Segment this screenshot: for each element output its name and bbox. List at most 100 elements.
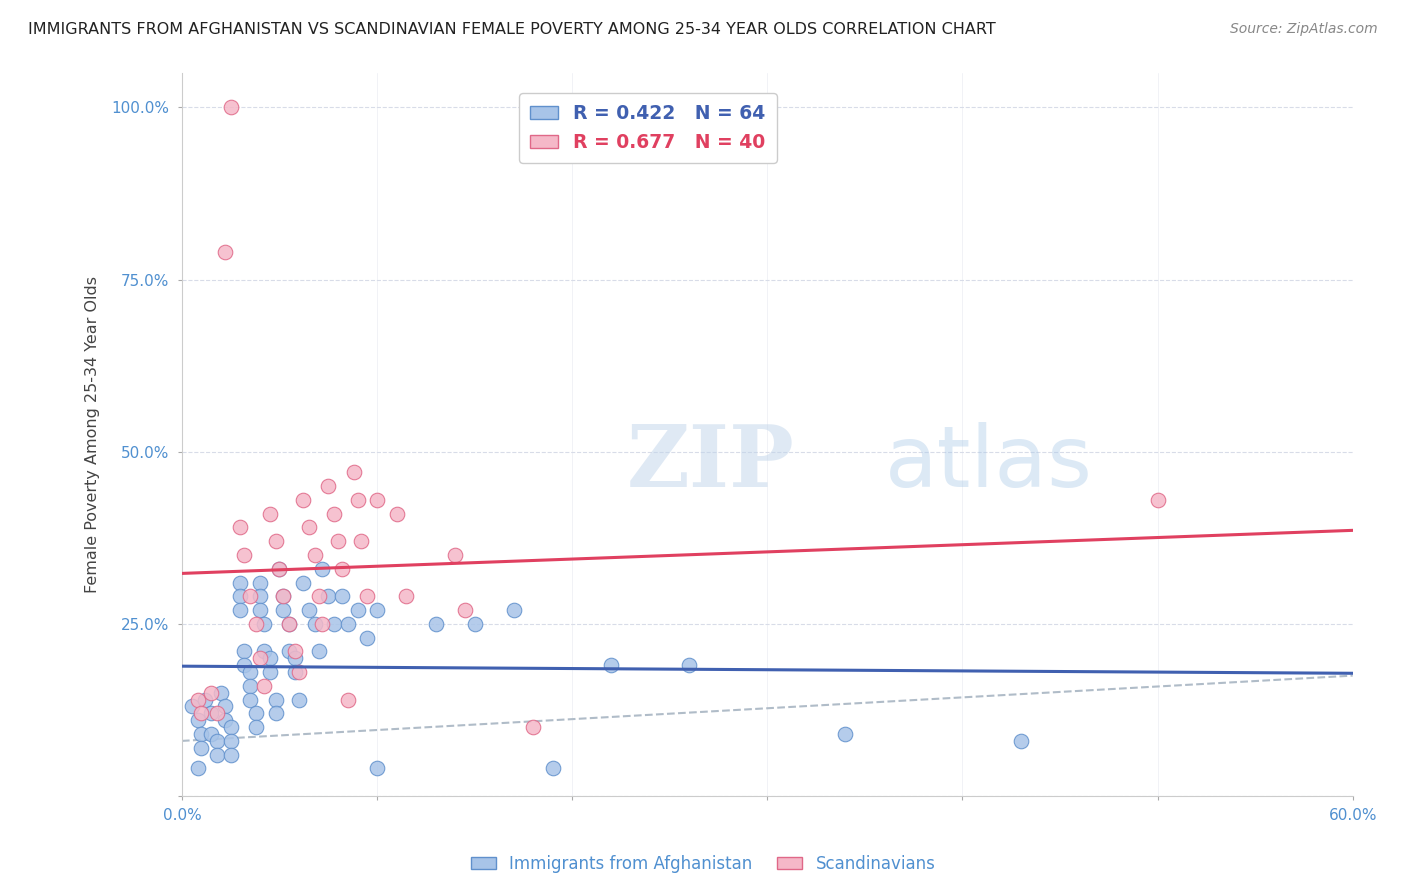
Point xyxy=(678,658,700,673)
Point xyxy=(259,665,281,679)
Point xyxy=(343,466,366,480)
Point xyxy=(304,616,326,631)
Point xyxy=(186,713,208,727)
Point xyxy=(249,651,271,665)
Point xyxy=(245,706,267,721)
Point xyxy=(346,603,368,617)
Point xyxy=(330,589,353,603)
Point xyxy=(834,727,856,741)
Point xyxy=(308,644,330,658)
Point xyxy=(366,761,388,775)
Point xyxy=(233,644,256,658)
Y-axis label: Female Poverty Among 25-34 Year Olds: Female Poverty Among 25-34 Year Olds xyxy=(86,276,100,593)
Point xyxy=(425,616,447,631)
Point xyxy=(269,562,291,576)
Legend: R = 0.422   N = 64, R = 0.677   N = 40: R = 0.422 N = 64, R = 0.677 N = 40 xyxy=(519,93,778,163)
Point xyxy=(288,665,311,679)
Point xyxy=(239,589,262,603)
Point xyxy=(190,706,212,721)
Point xyxy=(284,665,307,679)
Point xyxy=(219,100,242,114)
Point xyxy=(269,562,291,576)
Point xyxy=(219,720,242,734)
Point xyxy=(219,747,242,762)
Point xyxy=(214,245,236,260)
Point xyxy=(190,740,212,755)
Point xyxy=(291,492,314,507)
Point xyxy=(186,692,208,706)
Point xyxy=(239,679,262,693)
Point xyxy=(214,699,236,714)
Point xyxy=(323,616,346,631)
Point xyxy=(284,651,307,665)
Point xyxy=(298,603,321,617)
Text: IMMIGRANTS FROM AFGHANISTAN VS SCANDINAVIAN FEMALE POVERTY AMONG 25-34 YEAR OLDS: IMMIGRANTS FROM AFGHANISTAN VS SCANDINAV… xyxy=(28,22,995,37)
Text: Source: ZipAtlas.com: Source: ZipAtlas.com xyxy=(1230,22,1378,37)
Point xyxy=(180,699,202,714)
Point xyxy=(326,534,349,549)
Text: ZIP: ZIP xyxy=(627,421,794,506)
Point xyxy=(214,713,236,727)
Point xyxy=(444,548,467,562)
Point xyxy=(336,616,359,631)
Point xyxy=(239,665,262,679)
Point xyxy=(200,686,222,700)
Point xyxy=(346,492,368,507)
Point xyxy=(454,603,477,617)
Point xyxy=(522,720,544,734)
Point xyxy=(304,548,326,562)
Point xyxy=(311,616,333,631)
Point xyxy=(253,644,276,658)
Point xyxy=(308,589,330,603)
Point xyxy=(366,603,388,617)
Point xyxy=(259,507,281,521)
Point xyxy=(278,616,301,631)
Point xyxy=(205,706,228,721)
Point xyxy=(273,589,295,603)
Point xyxy=(200,727,222,741)
Point xyxy=(249,575,271,590)
Point xyxy=(229,520,252,534)
Point xyxy=(278,616,301,631)
Point xyxy=(253,679,276,693)
Point xyxy=(278,644,301,658)
Point xyxy=(233,548,256,562)
Point xyxy=(298,520,321,534)
Point xyxy=(229,603,252,617)
Point xyxy=(1010,734,1032,748)
Text: atlas: atlas xyxy=(884,422,1092,505)
Point xyxy=(273,589,295,603)
Point xyxy=(356,631,378,645)
Point xyxy=(273,603,295,617)
Point xyxy=(288,692,311,706)
Point xyxy=(249,589,271,603)
Point xyxy=(311,562,333,576)
Point xyxy=(205,747,228,762)
Point xyxy=(233,658,256,673)
Point xyxy=(366,492,388,507)
Point xyxy=(1146,492,1168,507)
Point xyxy=(264,706,287,721)
Point xyxy=(229,575,252,590)
Point xyxy=(239,692,262,706)
Point xyxy=(190,727,212,741)
Point xyxy=(502,603,524,617)
Point xyxy=(219,734,242,748)
Point xyxy=(385,507,408,521)
Point xyxy=(264,692,287,706)
Point xyxy=(336,692,359,706)
Point xyxy=(200,706,222,721)
Point xyxy=(600,658,623,673)
Point xyxy=(205,734,228,748)
Point xyxy=(464,616,486,631)
Point xyxy=(291,575,314,590)
Point xyxy=(245,616,267,631)
Point xyxy=(229,589,252,603)
Point xyxy=(541,761,564,775)
Point xyxy=(194,692,217,706)
Point xyxy=(186,761,208,775)
Point xyxy=(259,651,281,665)
Point xyxy=(264,534,287,549)
Point xyxy=(253,616,276,631)
Point xyxy=(209,686,232,700)
